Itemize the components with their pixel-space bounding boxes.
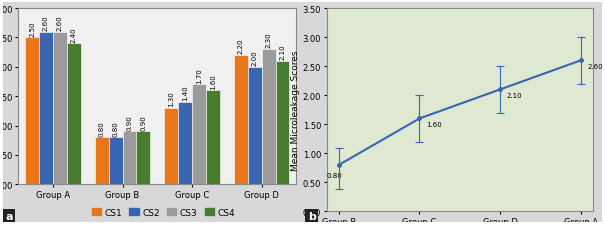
- Text: 1.60: 1.60: [210, 74, 216, 89]
- Text: 0.80: 0.80: [113, 120, 119, 136]
- Text: 0.80: 0.80: [327, 172, 342, 178]
- Text: 2.60: 2.60: [57, 15, 63, 31]
- Text: a: a: [5, 211, 13, 221]
- Bar: [206, 91, 220, 184]
- Text: 0.90: 0.90: [140, 115, 146, 130]
- Text: 2.20: 2.20: [238, 39, 244, 54]
- Text: 2.10: 2.10: [506, 93, 522, 99]
- Text: 2.30: 2.30: [266, 33, 272, 48]
- Text: 1.40: 1.40: [182, 85, 188, 101]
- Text: b: b: [307, 211, 316, 221]
- Bar: [164, 108, 178, 184]
- Bar: [192, 85, 206, 184]
- Text: 1.30: 1.30: [168, 91, 174, 107]
- Text: 2.60: 2.60: [587, 64, 603, 70]
- Bar: [53, 32, 67, 184]
- Bar: [94, 138, 109, 184]
- Text: 1.60: 1.60: [426, 122, 442, 128]
- Bar: [248, 68, 262, 184]
- Legend: CS1, CS2, CS3, CS4: CS1, CS2, CS3, CS4: [88, 204, 238, 220]
- Bar: [67, 44, 81, 184]
- Bar: [25, 38, 39, 184]
- Text: 2.50: 2.50: [29, 21, 35, 36]
- Bar: [109, 138, 122, 184]
- Bar: [262, 50, 276, 184]
- Bar: [39, 32, 53, 184]
- Text: 2.00: 2.00: [252, 50, 258, 66]
- Text: 2.60: 2.60: [43, 15, 49, 31]
- Text: 1.70: 1.70: [196, 68, 202, 83]
- Bar: [234, 56, 248, 184]
- Bar: [137, 132, 150, 184]
- Bar: [122, 132, 137, 184]
- Y-axis label: Mean Microleakage Scores: Mean Microleakage Scores: [291, 50, 300, 170]
- Text: 2.40: 2.40: [71, 27, 77, 42]
- Text: 0.80: 0.80: [99, 120, 105, 136]
- Bar: [275, 62, 289, 184]
- Bar: [178, 103, 192, 184]
- Text: 0.90: 0.90: [126, 115, 132, 130]
- Text: 2.10: 2.10: [280, 44, 286, 60]
